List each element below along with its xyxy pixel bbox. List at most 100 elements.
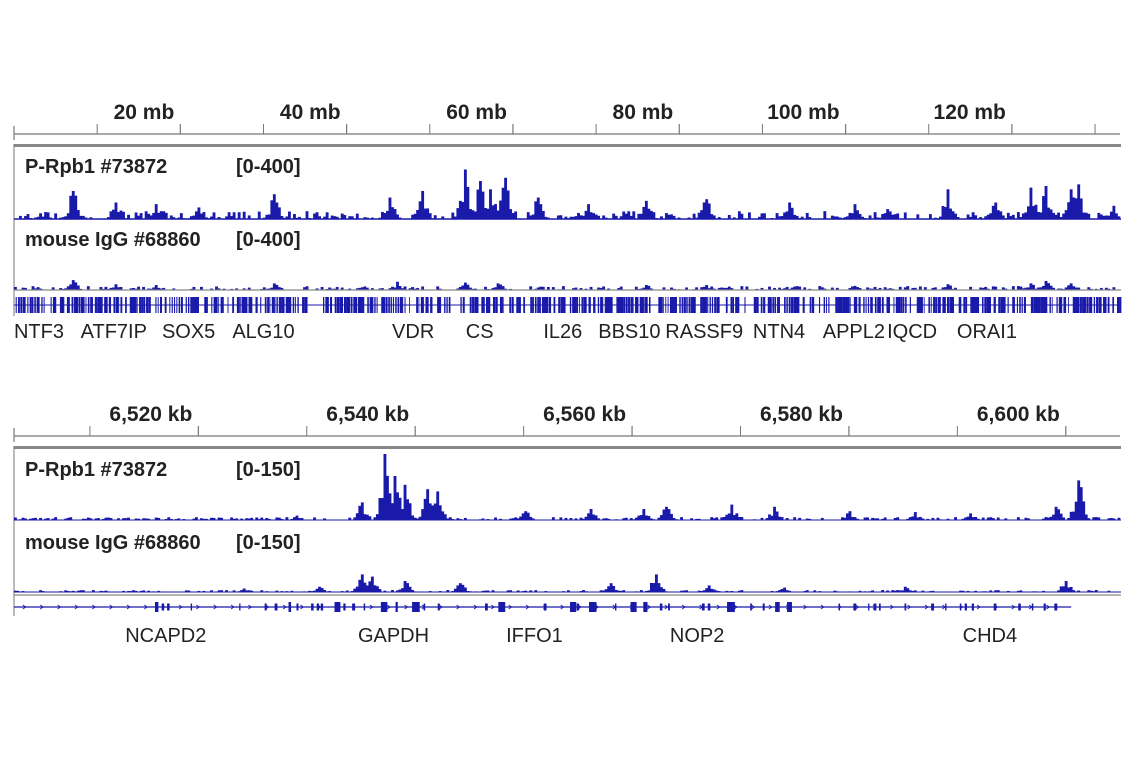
gene-exon [320, 603, 324, 611]
signal-bar [670, 287, 673, 290]
signal-bar [1001, 215, 1005, 219]
gene-exon [993, 603, 997, 611]
genome-panel: 20 mb 40 mb 60 mb 80 mb 100 mb 120 mb P-Rpb1 … [13, 101, 1122, 343]
signal-bar [26, 214, 30, 219]
signal-bar [39, 517, 42, 520]
signal-bar [220, 590, 223, 592]
signal-bar [705, 285, 709, 290]
signal-bar [101, 518, 105, 520]
signal-bar [637, 213, 641, 219]
signal-bar [323, 518, 327, 520]
signal-bar [770, 515, 774, 520]
signal-bar [69, 284, 73, 290]
signal-bar [1097, 212, 1101, 219]
signal-bar [667, 214, 671, 219]
signal-bar [509, 518, 513, 520]
signal-track-p-rpb1 [14, 454, 1121, 520]
signal-bar [360, 287, 364, 290]
signal-bar [662, 287, 666, 290]
signal-bar [230, 517, 234, 520]
strand-arrow [126, 604, 131, 610]
signal-bar [604, 518, 608, 520]
signal-bar [403, 484, 407, 520]
strand-arrow [681, 604, 686, 610]
signal-bar [277, 207, 281, 219]
signal-bar [408, 503, 412, 520]
signal-bar [408, 288, 412, 290]
signal-bar [64, 518, 68, 520]
gene-exon [412, 602, 420, 612]
signal-bar [1059, 513, 1063, 520]
signal-bar [134, 212, 138, 219]
signal-bar [871, 517, 875, 520]
signal-bar [212, 212, 216, 219]
strand-arrow [438, 604, 443, 610]
signal-bar [1102, 215, 1106, 219]
signal-bar [66, 517, 70, 520]
signal-bar [647, 208, 651, 219]
signal-bar [893, 518, 897, 520]
signal-bar [169, 215, 173, 219]
signal-bar [320, 587, 324, 592]
signal-bar [572, 216, 575, 219]
signal-bar [835, 287, 839, 290]
signal-bar [607, 288, 611, 290]
signal-bar [232, 518, 236, 520]
strand-arrow [456, 604, 461, 610]
signal-bar [355, 288, 359, 290]
signal-bar [941, 287, 945, 290]
signal-bar [506, 190, 510, 219]
signal-bar [521, 513, 525, 520]
signal-bar [202, 518, 206, 520]
signal-bar [200, 518, 203, 520]
signal-bar [798, 517, 802, 520]
gene-exon [485, 603, 488, 611]
signal-bar [727, 214, 731, 219]
signal-bar [406, 499, 409, 520]
signal-bar [589, 212, 593, 219]
signal-bar [235, 288, 239, 290]
signal-bar [1062, 213, 1066, 219]
signal-bar [1072, 286, 1076, 290]
signal-bar [657, 517, 661, 520]
signal-bar [1032, 284, 1035, 290]
signal-bar [1074, 501, 1078, 520]
signal-bar [918, 286, 922, 290]
signal-bar [647, 285, 651, 290]
signal-bar [916, 517, 920, 520]
signal-bar [16, 590, 20, 592]
signal-bar [403, 286, 407, 290]
strand-arrow [109, 604, 114, 610]
track-name: P-Rpb1 #73872 [25, 156, 167, 178]
signal-bar [961, 590, 965, 592]
signal-bar [345, 590, 349, 592]
signal-bar [431, 505, 435, 520]
signal-bar [391, 590, 394, 592]
signal-bar [393, 476, 397, 520]
signal-bar [262, 287, 266, 290]
signal-bar [584, 288, 588, 290]
signal-bar [453, 588, 457, 592]
signal-bar [380, 288, 384, 290]
signal-bar [84, 518, 88, 520]
signal-bar [147, 518, 151, 520]
signal-bar [514, 517, 518, 520]
signal-bar [705, 199, 709, 219]
signal-bar [1062, 586, 1066, 592]
signal-bar [928, 214, 932, 219]
signal-bar [1044, 186, 1048, 219]
signal-bar [129, 288, 133, 290]
signal-bar [846, 216, 849, 219]
signal-bar [710, 214, 714, 219]
signal-bar [896, 517, 900, 520]
signal-bar [941, 206, 945, 219]
signal-bar [712, 288, 716, 290]
signal-bar [147, 288, 151, 290]
signal-bar [710, 286, 714, 290]
signal-bar [260, 517, 264, 520]
signal-bar [886, 209, 890, 219]
signal-bar [147, 590, 151, 592]
signal-bar [1047, 207, 1050, 219]
signal-bar [235, 518, 239, 520]
signal-bar [619, 590, 623, 592]
